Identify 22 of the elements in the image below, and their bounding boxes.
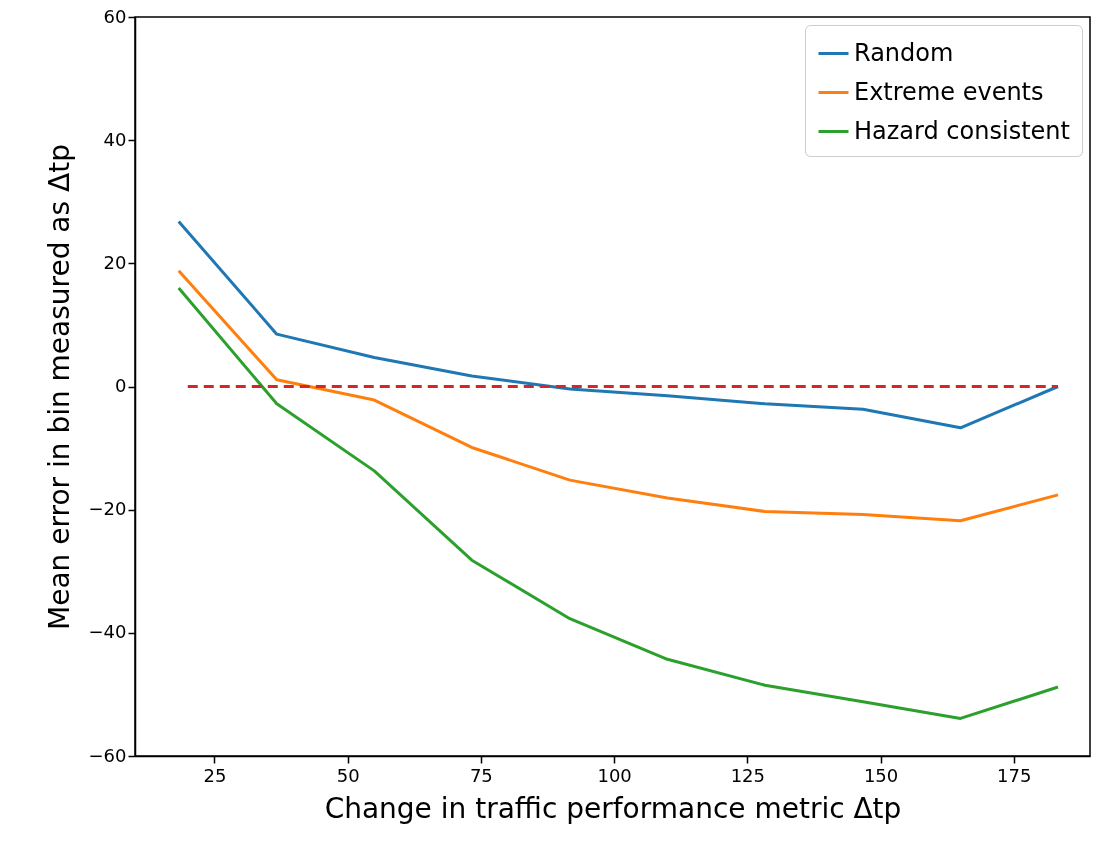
- x-tick-label: 75: [469, 764, 493, 786]
- line-series: [177, 286, 1060, 720]
- line-series: [177, 219, 1060, 430]
- legend-label: Extreme events: [854, 77, 1044, 106]
- y-tick-label: −40: [88, 621, 127, 643]
- y-tick-label: −60: [88, 744, 127, 766]
- legend-label: Random: [854, 38, 954, 67]
- x-tick-label: 175: [997, 764, 1032, 786]
- y-axis-title: Mean error in bin measured as Δtp: [42, 144, 76, 630]
- y-tick-label: −20: [88, 498, 127, 520]
- legend-label: Hazard consistent: [854, 116, 1070, 145]
- y-tick-label: 60: [103, 5, 127, 27]
- x-axis-title: Change in traffic performance metric Δtp: [324, 791, 902, 825]
- x-tick-label: 150: [863, 764, 899, 786]
- y-tick-label: 20: [103, 251, 127, 273]
- x-tick-label: 125: [730, 764, 766, 786]
- x-tick-label: 50: [336, 764, 360, 786]
- y-tick-label: 40: [103, 128, 127, 150]
- x-tick-label: 25: [203, 764, 227, 786]
- y-tick-label: 0: [115, 375, 127, 396]
- line-series: [177, 269, 1060, 523]
- x-tick-label: 100: [597, 764, 632, 786]
